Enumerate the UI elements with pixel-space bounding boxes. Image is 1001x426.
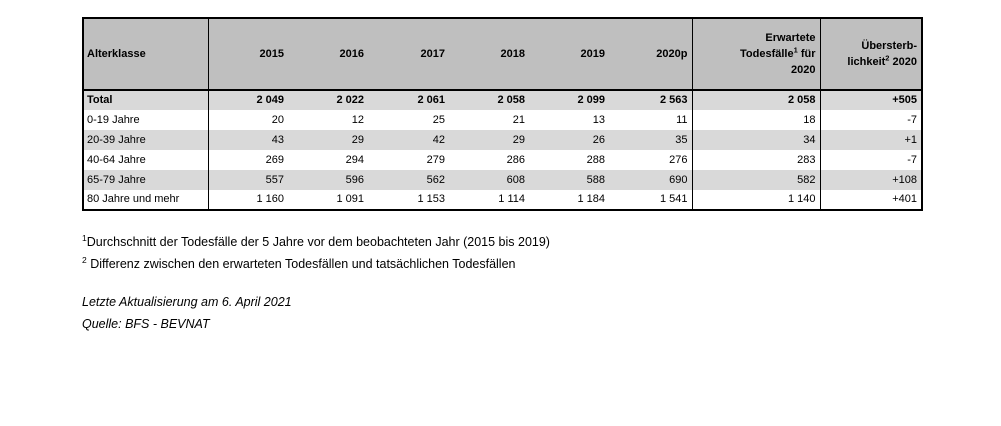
cell: 562 [426, 173, 445, 186]
cell: 2 049 [256, 94, 284, 106]
cell: 294 [345, 153, 364, 166]
col-header-excess-mortality: Übersterb-lichkeit2 2020 [820, 18, 922, 91]
last-update-note: Letzte Aktualisierung am 6. April 2021 [82, 295, 292, 309]
cell: 2 022 [336, 94, 364, 106]
cell: 1 114 [498, 193, 525, 205]
mortality-table: Alterklasse 2015 2016 2017 2018 2019 202… [82, 17, 923, 211]
col-header-expected-deaths: Erwartete Todesfälle1 für 2020 [692, 18, 821, 91]
cell: 1 184 [577, 193, 605, 205]
col-header-alterklasse: Alterklasse [83, 18, 209, 91]
cell: 12 [351, 113, 364, 126]
cell-expected: 1 140 [692, 190, 821, 210]
footnote-2-marker: 2 [82, 254, 87, 265]
cell: 2 563 [609, 90, 693, 110]
cell: 25 [432, 113, 445, 126]
table-row-total: Total 2 049 2 022 2 061 2 058 2 099 2 56… [83, 90, 922, 110]
cell: 588 [586, 173, 605, 186]
col-header-2016: 2016 [288, 18, 368, 91]
cell: 29 [351, 133, 364, 146]
footnote-marker-1: 1 [793, 45, 798, 55]
header-row: Alterklasse 2015 2016 2017 2018 2019 202… [83, 18, 922, 91]
cell: 26 [592, 133, 605, 146]
cell: 1 091 [336, 193, 364, 205]
col-header-2018: 2018 [449, 18, 529, 91]
table-row-65-79: 65-79 Jahre 557 596 562 608 588 690 582 … [83, 170, 922, 190]
cell-excess: +401 [892, 193, 917, 205]
cell-excess: +1 [904, 133, 917, 146]
cell: 608 [506, 173, 525, 186]
cell-expected: 18 [692, 110, 821, 130]
cell-expected: 34 [692, 130, 821, 150]
cell-expected: 2 058 [692, 90, 821, 110]
cell-excess: +505 [892, 94, 917, 106]
cell-excess: +108 [892, 173, 917, 186]
footnote-marker-2: 2 [885, 53, 890, 63]
table-row-0-19: 0-19 Jahre 20 12 25 21 13 11 18 -7 [83, 110, 922, 130]
cell: 21 [512, 113, 525, 126]
table-row-80plus: 80 Jahre und mehr 1 160 1 091 1 153 1 11… [83, 190, 922, 210]
cell: 269 [265, 153, 284, 166]
cell: 690 [609, 170, 693, 190]
row-label: 0-19 Jahre [83, 110, 209, 130]
expected-line3: 2020 [791, 64, 816, 76]
col-header-2017: 2017 [368, 18, 449, 91]
expected-line2b: für [797, 48, 816, 60]
footnote-1-text: Durchschnitt der Todesfälle der 5 Jahre … [86, 235, 550, 249]
cell: 1 153 [417, 193, 445, 205]
cell-excess: -7 [907, 153, 917, 166]
col-header-2015: 2015 [208, 18, 288, 91]
excess-line2b: 2020 [889, 56, 917, 68]
row-label: 65-79 Jahre [83, 170, 209, 190]
excess-line2: lichkeit [847, 56, 886, 68]
table-row-20-39: 20-39 Jahre 43 29 42 29 26 35 34 +1 [83, 130, 922, 150]
expected-line2: Todesfälle [740, 48, 794, 60]
footnote-2-text: Differenz zwischen den erwarteten Todesf… [86, 257, 516, 271]
footnote-1-marker: 1 [82, 232, 87, 243]
cell: 20 [271, 113, 284, 126]
cell: 29 [512, 133, 525, 146]
row-label: Total [83, 90, 209, 110]
footnote-1: 1Durchschnitt der Todesfälle der 5 Jahre… [82, 231, 550, 253]
row-label: 20-39 Jahre [83, 130, 209, 150]
cell: 43 [271, 133, 284, 146]
cell: 596 [345, 173, 364, 186]
cell: 2 058 [497, 94, 525, 106]
row-label: 40-64 Jahre [83, 150, 209, 170]
expected-line1: Erwartete [765, 32, 816, 44]
cell: 2 099 [577, 94, 605, 106]
footnotes: 1Durchschnitt der Todesfälle der 5 Jahre… [82, 231, 550, 275]
cell: 2 061 [417, 94, 445, 106]
cell: 288 [586, 153, 605, 166]
cell-expected: 582 [692, 170, 821, 190]
cell: 1 160 [256, 193, 284, 205]
cell: 13 [592, 113, 605, 126]
excess-line1: Übersterb- [861, 40, 917, 52]
cell: 557 [265, 173, 284, 186]
meta-block: Letzte Aktualisierung am 6. April 2021 Q… [82, 291, 292, 335]
footnote-2: 2 Differenz zwischen den erwarteten Tode… [82, 253, 550, 275]
col-header-2020p: 2020p [609, 18, 693, 91]
cell: 11 [609, 110, 693, 130]
cell: 42 [432, 133, 445, 146]
cell-expected: 283 [692, 150, 821, 170]
row-label: 80 Jahre und mehr [83, 190, 209, 210]
cell: 1 541 [609, 190, 693, 210]
source-note: Quelle: BFS - BEVNAT [82, 317, 210, 331]
cell: 276 [609, 150, 693, 170]
col-header-2019: 2019 [529, 18, 609, 91]
cell: 35 [609, 130, 693, 150]
cell: 286 [506, 153, 525, 166]
cell: 279 [426, 153, 445, 166]
table-row-40-64: 40-64 Jahre 269 294 279 286 288 276 283 … [83, 150, 922, 170]
cell-excess: -7 [907, 113, 917, 126]
